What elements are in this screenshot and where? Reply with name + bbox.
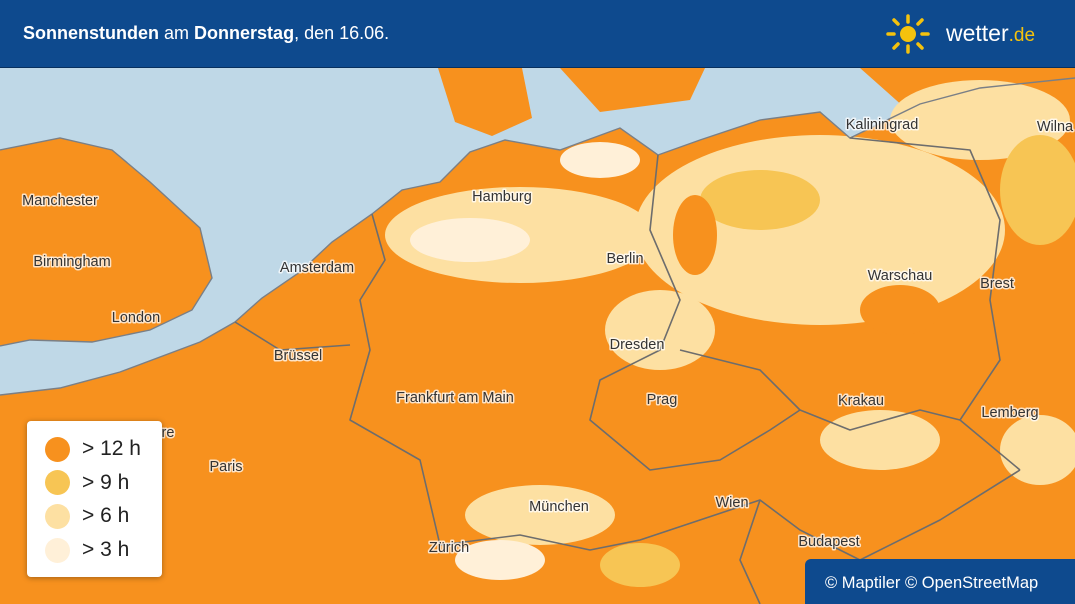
city-label: Frankfurt am Main bbox=[396, 390, 514, 406]
city-labels: Manchester Birmingham London Amsterdam Hambu… bbox=[21, 115, 1075, 557]
legend-label: > 9 h bbox=[82, 470, 130, 494]
legend-item: > 12 h bbox=[45, 436, 141, 462]
city-label: Manchester bbox=[22, 193, 98, 209]
map: Manchester Birmingham London Amsterdam Hambu… bbox=[0, 68, 1075, 604]
legend-label: > 6 h bbox=[82, 504, 130, 528]
sun-area bbox=[605, 290, 715, 370]
city-label: Wilna bbox=[1037, 119, 1074, 135]
city-label: Birmingham bbox=[33, 254, 110, 270]
title-text: , den 16.06. bbox=[294, 23, 390, 43]
legend-label: > 3 h bbox=[82, 538, 130, 562]
city-label: Dresden bbox=[610, 337, 665, 353]
city-label: Amsterdam bbox=[280, 260, 354, 276]
legend-swatch bbox=[45, 436, 70, 462]
sun-area bbox=[700, 170, 820, 230]
attribution: © Maptiler © OpenStreetMap bbox=[805, 559, 1075, 604]
city-label: Prag bbox=[647, 392, 678, 408]
sun-icon bbox=[886, 14, 930, 54]
sun-area bbox=[673, 195, 717, 275]
sun-area bbox=[1000, 135, 1075, 245]
city-label: Kaliningrad bbox=[846, 117, 919, 133]
legend-swatch bbox=[45, 470, 70, 496]
title-bold: Donnerstag bbox=[194, 23, 295, 43]
borders bbox=[234, 137, 1021, 604]
legend-item: > 3 h bbox=[45, 537, 129, 563]
coastline bbox=[0, 77, 1075, 396]
legend-label: > 12 h bbox=[82, 437, 141, 460]
sun-area bbox=[455, 540, 545, 580]
sun-area bbox=[465, 485, 615, 545]
title: Sonnenstunden am Donnerstag, den 16.06. bbox=[23, 23, 389, 44]
sun-area bbox=[600, 543, 680, 587]
legend: > 12 h > 9 h > 6 h > 3 h bbox=[27, 421, 162, 577]
city-label: London bbox=[112, 310, 160, 326]
title-bold: Sonnenstunden bbox=[23, 23, 159, 43]
city-label: Krakau bbox=[838, 393, 884, 409]
logo-tld: .de bbox=[1008, 25, 1036, 46]
title-text: am bbox=[164, 23, 190, 43]
legend-swatch bbox=[45, 503, 70, 529]
sun-area bbox=[1000, 415, 1075, 485]
sun-patches bbox=[385, 80, 1075, 587]
city-label: Budapest bbox=[798, 534, 859, 550]
city-label: Berlin bbox=[606, 251, 643, 267]
legend-item: > 6 h bbox=[45, 503, 129, 529]
logo-text: wetter.de bbox=[946, 20, 1035, 47]
city-label: Brest bbox=[980, 276, 1014, 292]
sun-area bbox=[410, 218, 530, 262]
header: Sonnenstunden am Donnerstag, den 16.06. … bbox=[0, 0, 1075, 68]
sun-area bbox=[560, 142, 640, 178]
legend-item: > 9 h bbox=[45, 470, 129, 496]
city-label: Wien bbox=[715, 495, 748, 511]
city-label: Paris bbox=[209, 459, 242, 475]
city-label: Brüssel bbox=[274, 348, 322, 364]
city-label: Zürich bbox=[429, 540, 469, 556]
city-label: München bbox=[529, 499, 589, 515]
city-label: re bbox=[162, 425, 175, 441]
city-label: Hamburg bbox=[472, 189, 532, 205]
logo-name: wetter bbox=[946, 20, 1009, 46]
sun-area bbox=[860, 285, 940, 335]
sun-area bbox=[820, 410, 940, 470]
logo[interactable]: wetter.de bbox=[886, 14, 1056, 54]
legend-swatch bbox=[45, 537, 70, 563]
city-label: Warschau bbox=[868, 268, 933, 284]
city-label: Lemberg bbox=[981, 405, 1038, 421]
